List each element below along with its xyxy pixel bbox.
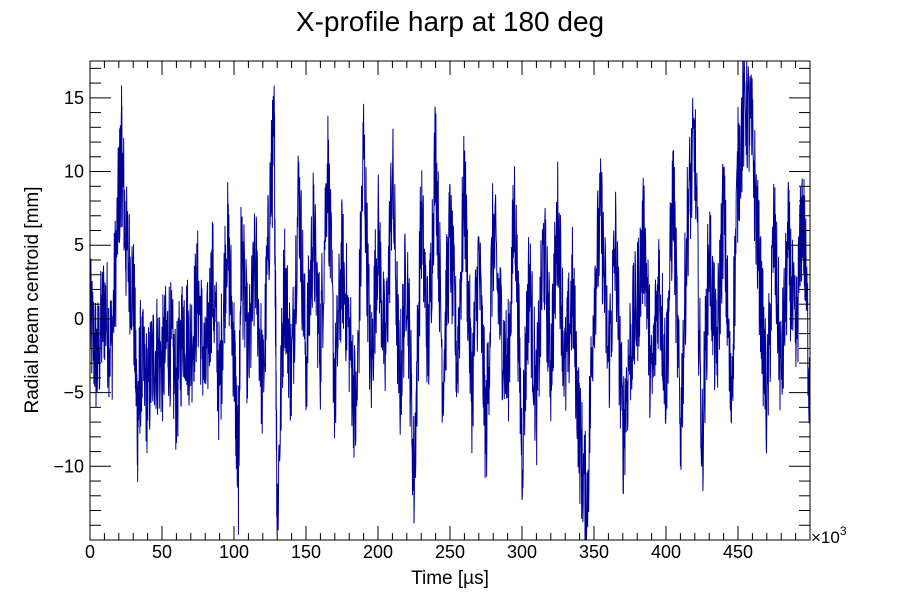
x-tick-label: 150 bbox=[291, 542, 321, 562]
y-axis-label: Radial beam centroid [mm] bbox=[22, 186, 43, 413]
x-axis-exponent-power: 3 bbox=[840, 524, 847, 538]
data-series-layer bbox=[89, 60, 811, 541]
x-tick-label: 350 bbox=[579, 542, 609, 562]
x-tick-label: 250 bbox=[435, 542, 465, 562]
x-tick-label: 0 bbox=[85, 542, 95, 562]
chart-title: X-profile harp at 180 deg bbox=[296, 6, 604, 37]
x-axis-exponent: ×103 bbox=[811, 524, 847, 547]
y-tick-labels: −10 −5 0 5 10 15 bbox=[53, 88, 84, 476]
y-tick-label: 5 bbox=[74, 235, 84, 255]
y-tick-label: 0 bbox=[74, 309, 84, 329]
axis-ticks bbox=[89, 61, 811, 541]
x-tick-labels: 0 50 100 150 200 250 300 350 400 450 bbox=[85, 542, 753, 562]
y-tick-label: −10 bbox=[53, 456, 84, 476]
data-series-line bbox=[89, 60, 811, 541]
y-tick-label: −5 bbox=[63, 383, 84, 403]
x-tick-label: 200 bbox=[363, 542, 393, 562]
x-axis-label: Time [µs] bbox=[411, 568, 489, 589]
x-tick-label: 400 bbox=[651, 542, 681, 562]
x-tick-label: 50 bbox=[152, 542, 172, 562]
y-tick-label: 15 bbox=[64, 88, 84, 108]
x-tick-label: 450 bbox=[723, 542, 753, 562]
x-tick-label: 300 bbox=[507, 542, 537, 562]
x-axis-exponent-base: ×10 bbox=[811, 528, 840, 547]
y-tick-label: 10 bbox=[64, 162, 84, 182]
x-tick-label: 100 bbox=[219, 542, 249, 562]
